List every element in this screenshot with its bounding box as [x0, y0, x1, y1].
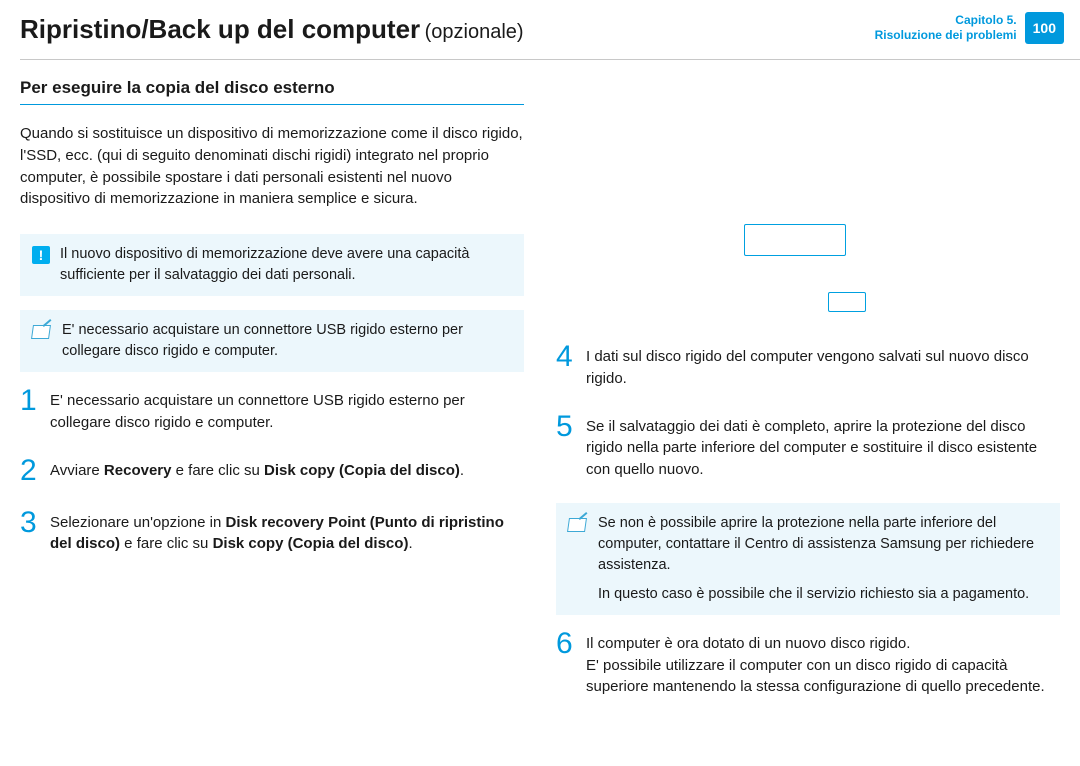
step-6: 6 Il computer è ora dotato di un nuovo d… — [556, 629, 1060, 698]
step-number: 6 — [556, 629, 576, 659]
t: Selezionare un'opzione in — [50, 514, 226, 531]
step-number: 3 — [20, 508, 40, 538]
step-text: E' necessario acquistare un connettore U… — [50, 386, 524, 434]
t: . — [460, 462, 464, 479]
step-5: 5 Se il salvataggio dei dati è completo,… — [556, 412, 1060, 481]
page-title: Ripristino/Back up del computer — [20, 14, 420, 44]
header-right: Capitolo 5. Risoluzione dei problemi 100 — [875, 12, 1064, 44]
header-divider — [20, 59, 1080, 60]
note-text: E' necessario acquistare un connettore U… — [62, 320, 510, 362]
left-column: Per eseguire la copia del disco esterno … — [20, 78, 524, 720]
t: . — [408, 535, 412, 552]
step-number: 5 — [556, 412, 576, 442]
step-text: Se il salvataggio dei dati è completo, a… — [586, 412, 1060, 481]
intro-paragraph: Quando si sostituisce un dispositivo di … — [20, 123, 524, 210]
note-callout: E' necessario acquistare un connettore U… — [20, 310, 524, 372]
step-text: Il computer è ora dotato di un nuovo dis… — [586, 629, 1060, 698]
chapter-line2: Risoluzione dei problemi — [875, 28, 1017, 43]
t: Disk copy (Copia del disco) — [264, 462, 460, 479]
section-title: Per eseguire la copia del disco esterno — [20, 78, 524, 105]
step-3: 3 Selezionare un'opzione in Disk recover… — [20, 508, 524, 556]
alert-text: Il nuovo dispositivo di memorizzazione d… — [60, 244, 510, 286]
note-callout-right: Se non è possibile aprire la protezione … — [556, 503, 1060, 615]
p2: In questo caso è possibile che il serviz… — [598, 584, 1046, 605]
page-header: Ripristino/Back up del computer (opziona… — [0, 0, 1080, 60]
note-icon — [32, 322, 52, 340]
note-icon — [568, 515, 588, 533]
right-column: 4 I dati sul disco rigido del computer v… — [556, 78, 1060, 720]
t: Disk copy (Copia del disco) — [213, 535, 409, 552]
step-number: 1 — [20, 386, 40, 416]
content-area: Per eseguire la copia del disco esterno … — [0, 60, 1080, 720]
step-1: 1 E' necessario acquistare un connettore… — [20, 386, 524, 434]
step-number: 2 — [20, 456, 40, 486]
highlight-box-1 — [744, 224, 846, 256]
alert-icon: ! — [32, 246, 50, 264]
highlight-box-2 — [828, 292, 866, 312]
t: Recovery — [104, 462, 172, 479]
note-text: Se non è possibile aprire la protezione … — [598, 513, 1046, 605]
page-number-badge: 100 — [1025, 12, 1064, 44]
step-text: Selezionare un'opzione in Disk recovery … — [50, 508, 524, 556]
page-subtitle: (opzionale) — [425, 21, 524, 43]
step-4: 4 I dati sul disco rigido del computer v… — [556, 342, 1060, 390]
chapter-line1: Capitolo 5. — [875, 13, 1017, 28]
t: e fare clic su — [171, 462, 264, 479]
t: Avviare — [50, 462, 104, 479]
step-number: 4 — [556, 342, 576, 372]
step-text: I dati sul disco rigido del computer ven… — [586, 342, 1060, 390]
t: e fare clic su — [120, 535, 213, 552]
step-2: 2 Avviare Recovery e fare clic su Disk c… — [20, 456, 524, 486]
p1: Il computer è ora dotato di un nuovo dis… — [586, 633, 1060, 655]
p1: Se non è possibile aprire la protezione … — [598, 513, 1046, 576]
p2: E' possibile utilizzare il computer con … — [586, 655, 1060, 699]
spacer — [556, 78, 1060, 342]
step-text: Avviare Recovery e fare clic su Disk cop… — [50, 456, 464, 482]
alert-callout: ! Il nuovo dispositivo di memorizzazione… — [20, 234, 524, 296]
chapter-label: Capitolo 5. Risoluzione dei problemi — [875, 13, 1017, 43]
